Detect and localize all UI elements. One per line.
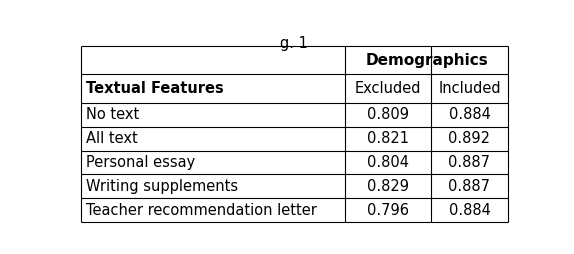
Text: Textual Features: Textual Features xyxy=(86,81,224,96)
Text: 0.892: 0.892 xyxy=(448,131,490,146)
Text: Excluded: Excluded xyxy=(355,81,421,96)
Text: No text: No text xyxy=(86,107,139,122)
Text: 0.884: 0.884 xyxy=(448,107,490,122)
Text: All text: All text xyxy=(86,131,138,146)
Text: 0.796: 0.796 xyxy=(367,203,409,218)
Text: 0.884: 0.884 xyxy=(448,203,490,218)
Text: Writing supplements: Writing supplements xyxy=(86,179,238,194)
Text: 0.887: 0.887 xyxy=(448,179,490,194)
Text: 0.821: 0.821 xyxy=(367,131,409,146)
Text: Demographics: Demographics xyxy=(365,53,488,68)
Text: Included: Included xyxy=(438,81,501,96)
Text: 0.809: 0.809 xyxy=(367,107,409,122)
Text: 0.887: 0.887 xyxy=(448,155,490,170)
Text: Personal essay: Personal essay xyxy=(86,155,195,170)
Text: 0.804: 0.804 xyxy=(367,155,409,170)
Text: g. 1: g. 1 xyxy=(280,36,308,51)
Text: Teacher recommendation letter: Teacher recommendation letter xyxy=(86,203,317,218)
Text: 0.829: 0.829 xyxy=(367,179,409,194)
